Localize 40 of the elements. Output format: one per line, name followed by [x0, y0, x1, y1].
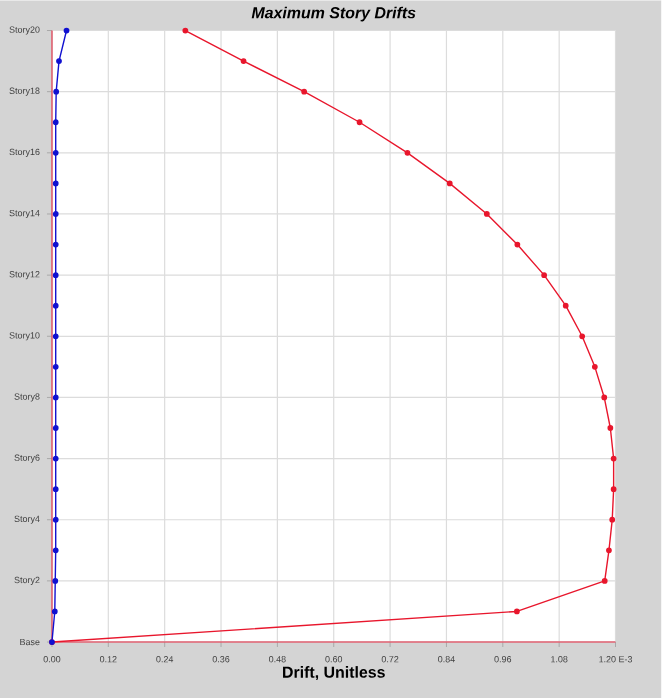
point — [609, 516, 616, 523]
point — [301, 88, 308, 95]
point — [611, 486, 617, 493]
point — [240, 58, 247, 64]
point — [606, 547, 613, 554]
point — [579, 333, 586, 340]
point — [53, 363, 59, 370]
point — [182, 27, 189, 34]
point — [53, 149, 59, 156]
point — [53, 333, 59, 340]
point — [53, 425, 59, 431]
point — [602, 577, 608, 584]
point — [53, 455, 59, 462]
point — [356, 119, 363, 126]
point — [53, 486, 59, 493]
point — [514, 241, 521, 248]
point — [53, 516, 59, 523]
point — [404, 149, 411, 156]
point — [53, 547, 59, 554]
point — [52, 577, 59, 584]
point — [592, 363, 598, 370]
point — [53, 180, 59, 187]
point — [611, 455, 617, 462]
point — [63, 27, 70, 34]
point — [53, 302, 59, 309]
point — [514, 608, 521, 615]
point — [484, 211, 490, 217]
point — [601, 394, 608, 401]
point — [541, 272, 548, 279]
point — [53, 241, 59, 248]
point — [53, 394, 59, 401]
point — [447, 180, 453, 187]
point — [53, 272, 59, 279]
point — [53, 119, 59, 126]
point — [607, 425, 614, 431]
point — [52, 608, 58, 615]
point — [56, 58, 63, 64]
point — [53, 88, 60, 95]
point — [563, 302, 569, 309]
point — [53, 211, 59, 217]
